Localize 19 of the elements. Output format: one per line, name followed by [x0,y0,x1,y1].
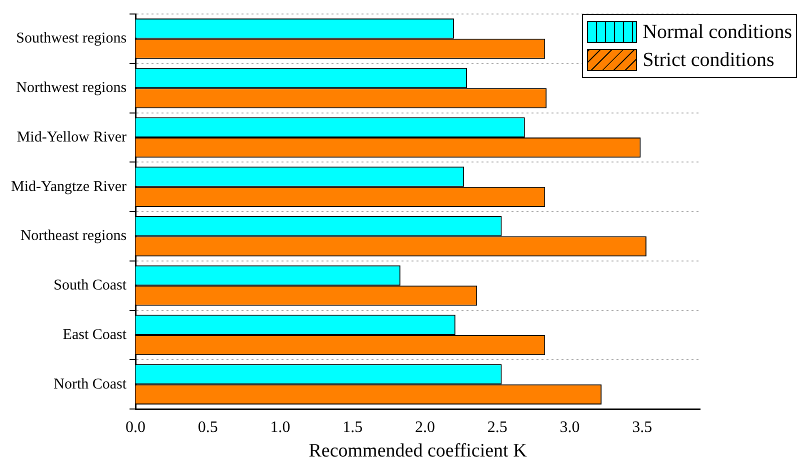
y-tick-label: Southwest regions [16,30,127,47]
x-tick-label: 2.5 [487,418,508,436]
legend-label: Normal conditions [642,20,792,44]
y-tick-label: South Coast [54,278,128,294]
y-tick-label: North Coast [54,376,128,392]
y-tick-label: Northeast regions [20,228,127,244]
y-tick-label: Mid-Yangtze River [11,178,127,195]
legend-label: Strict conditions [642,48,774,72]
y-tick-label: East Coast [62,326,128,343]
x-tick-label: 1.0 [270,418,290,436]
x-tick-label: 0.5 [198,418,218,436]
x-tick-label: 0.0 [126,418,146,436]
y-tick-label: Mid-Yellow River [16,129,127,146]
x-tick-label: 3.0 [560,418,580,436]
y-tick-label: Northwest regions [16,80,127,96]
x-tick-label: 3.5 [632,418,652,436]
x-tick-label: 2.0 [415,418,436,436]
x-axis-title: Recommended coefficient K [308,440,528,462]
x-tick-label: 1.5 [342,418,363,436]
